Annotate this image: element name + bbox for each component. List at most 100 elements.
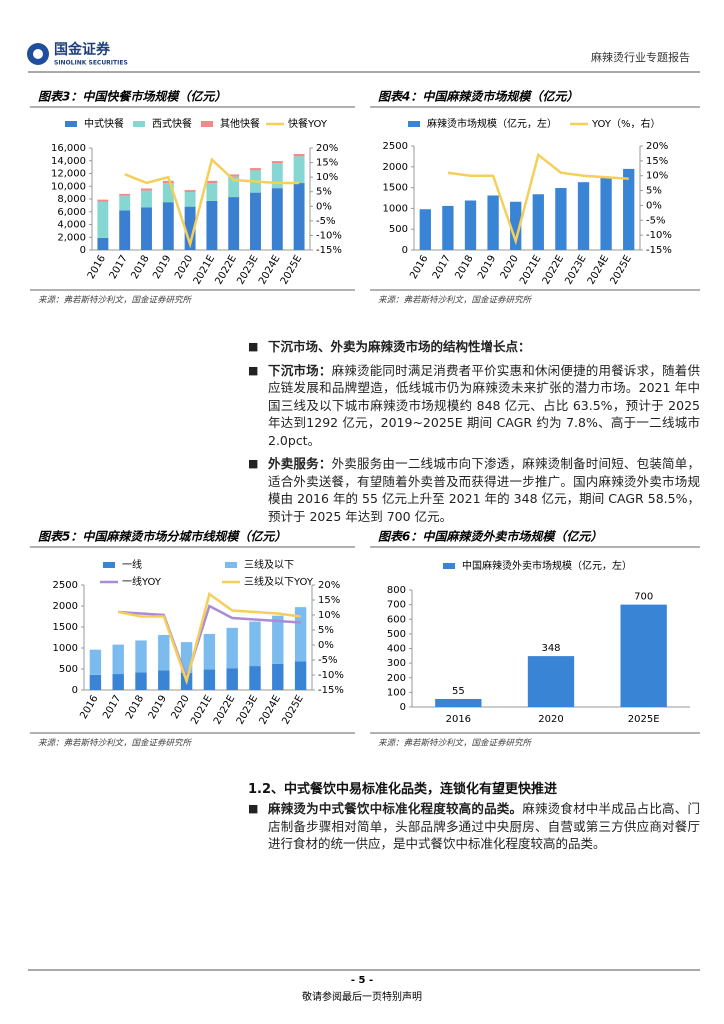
bar: [162, 180, 174, 184]
chart-source: 来源：弗若斯特沙利文，国金证券研究所: [38, 738, 193, 749]
bar: [487, 195, 499, 250]
x-tick-label: 2021E: [189, 694, 214, 727]
bullet-list: 麻辣烫为中式餐饮中标准化程度较高的品类。麻辣烫食材中半成品占比高、门店制备步骤相…: [248, 800, 700, 859]
legend-label: 三线及以下: [244, 558, 294, 571]
x-tick-label: 2017: [101, 694, 123, 722]
bar: [158, 634, 170, 671]
bar: [272, 663, 284, 690]
x-tick-label: 2016: [446, 714, 471, 725]
logo-name: 国金证券: [54, 41, 111, 58]
y-tick-label: 2000: [383, 162, 408, 173]
y-tick-label: 200: [387, 673, 406, 684]
y2-tick-label: 0%: [316, 201, 332, 212]
line: [124, 157, 300, 249]
legend-marker: [65, 121, 77, 127]
y2-tick-label: 10%: [318, 610, 340, 621]
bar: [119, 195, 131, 211]
legend-label: 西式快餐: [152, 117, 192, 130]
legend-label: 中国麻辣烫外卖市场规模（亿元，左）: [462, 559, 632, 572]
y-tick-label: 1500: [383, 183, 408, 194]
x-tick-label: 2025E: [608, 254, 633, 287]
bullet-lead: 外卖服务：: [268, 456, 332, 471]
bar: [555, 188, 567, 250]
bar: [293, 183, 305, 250]
x-tick-label: 2016: [78, 694, 100, 722]
bar: [97, 201, 109, 238]
bar: [184, 190, 196, 192]
x-tick-label: 2023E: [235, 694, 260, 727]
bar: [527, 656, 575, 707]
chart-source: 来源：弗若斯特沙利文，国金证券研究所: [378, 738, 533, 749]
legend-marker: [225, 562, 237, 568]
y2-tick-label: 20%: [646, 141, 668, 152]
y2-tick-label: -10%: [316, 230, 342, 241]
bar: [271, 163, 283, 189]
y-tick-label: 16,000: [51, 143, 86, 154]
chart-source: 来源：弗若斯特沙利文，国金证券研究所: [378, 295, 533, 306]
value-label: 55: [452, 686, 465, 697]
x-tick-label: 2019: [147, 694, 169, 722]
bar: [141, 188, 152, 191]
y-tick-label: 0: [80, 245, 86, 256]
y-tick-label: 2,000: [57, 232, 86, 243]
y-tick-label: 300: [387, 658, 406, 669]
bar: [228, 197, 240, 250]
y-tick-label: 4,000: [57, 220, 86, 231]
logo-icon-inner: [33, 49, 43, 59]
y-tick-label: 14,000: [51, 156, 86, 167]
legend-marker: [408, 121, 420, 127]
y2-tick-label: 5%: [318, 625, 334, 636]
bar: [89, 649, 102, 675]
legend-marker: [443, 563, 455, 569]
y2-tick-label: 10%: [646, 171, 668, 182]
bar: [141, 190, 152, 208]
bullet-text: 麻辣烫能同时满足消费者平价实惠和休闲便捷的用餐诉求，随着供应链发展和品牌塑造，低…: [268, 362, 700, 448]
logo-sub: SINOLINK SECURITIES: [54, 60, 128, 67]
chart-title: 图表6：中国麻辣烫外卖市场规模（亿元）: [378, 530, 602, 544]
bar: [180, 642, 193, 673]
y-tick-label: 800: [387, 585, 406, 596]
y2-tick-label: -15%: [646, 245, 672, 256]
bar: [442, 205, 454, 250]
bar: [250, 192, 261, 250]
y-tick-label: 2000: [53, 601, 78, 612]
x-tick-label: 2020: [538, 714, 563, 725]
y2-tick-label: 5%: [646, 186, 662, 197]
x-tick-label: 2025E: [279, 254, 304, 287]
bar: [97, 199, 109, 202]
chart-title: 图表3：中国快餐市场规模（亿元）: [38, 90, 226, 104]
bar: [119, 210, 131, 250]
y-tick-label: 700: [387, 600, 406, 611]
bar: [271, 161, 283, 164]
x-tick-label: 2016: [86, 254, 108, 282]
x-tick-label: 2018: [129, 254, 151, 282]
y2-tick-label: 20%: [316, 143, 338, 154]
y-tick-label: 12,000: [51, 169, 86, 180]
y-tick-label: 8,000: [57, 194, 86, 205]
legend-label: YOY（%，右）: [591, 117, 661, 130]
bullet-text: 外卖服务由一二线城市向下渗透，麻辣烫制备时间短、包装简单，适合外卖送餐，有望随着…: [268, 456, 700, 524]
chart-title: 图表5：中国麻辣烫市场分城市线规模（亿元）: [38, 530, 286, 544]
section-heading: 1.2、中式餐饮中易标准化品类，连锁化有望更快推进: [248, 782, 558, 797]
value-label: 348: [541, 643, 560, 654]
y-tick-label: 1500: [53, 622, 78, 633]
y-tick-label: 0: [402, 245, 408, 256]
bar: [206, 180, 218, 184]
bar: [135, 672, 147, 690]
bar: [206, 200, 218, 250]
bar: [272, 615, 284, 664]
x-tick-label: 2020: [173, 254, 195, 282]
bar: [249, 621, 261, 667]
bar: [184, 206, 196, 250]
bar: [162, 202, 174, 250]
bar: [89, 674, 102, 690]
y2-tick-label: -5%: [316, 216, 335, 227]
value-label: 700: [634, 592, 653, 603]
x-tick-label: 2019: [476, 253, 498, 281]
bar: [119, 193, 131, 196]
bar: [294, 607, 307, 662]
y-tick-label: 0: [400, 702, 406, 713]
bar: [135, 640, 147, 673]
